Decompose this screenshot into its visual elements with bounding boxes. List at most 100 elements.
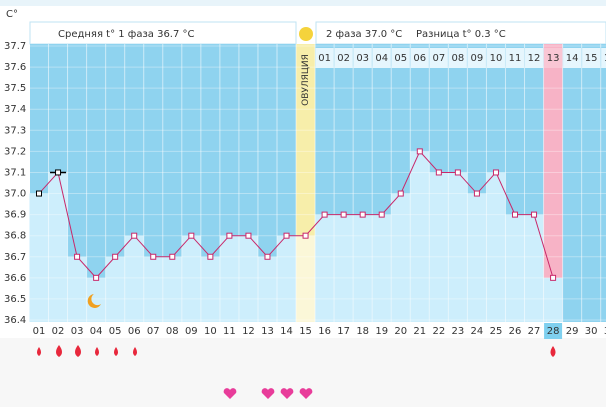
x-tick-label: 11 [223,326,236,337]
drop [95,347,99,356]
bar [162,256,182,322]
x-tick-label: 10 [204,326,217,337]
drop [550,346,556,357]
y-tick-label: 36.9 [4,210,26,221]
x-tick-label: 18 [356,326,369,337]
x-tick-label: 06 [128,326,141,337]
y-tick-label: 37.2 [4,146,26,157]
x-tick-label: 04 [90,326,103,337]
x-tick-label: 02 [52,326,65,337]
phase2-day-label: 03 [356,53,369,64]
heart [261,388,275,399]
x-tick-label: 21 [413,326,426,337]
bar [48,172,68,322]
point [245,232,252,239]
phase2-day-label: 13 [547,53,560,64]
x-tick-label: 15 [299,326,312,337]
bar [334,214,354,322]
phase2-day-label: 01 [318,53,331,64]
phase2-day-label: 07 [432,53,445,64]
point [550,274,557,281]
bar [296,235,316,322]
bar [29,193,49,322]
phase2-cell [391,48,410,68]
x-tick-label: 12 [242,326,255,337]
phase2-day-label: 02 [337,53,350,64]
point [378,211,385,218]
x-tick-label: 27 [528,326,541,337]
phase2-day-label: 15 [585,53,598,64]
point [512,211,518,218]
drop [133,347,137,356]
drop [75,345,81,357]
y-tick-label: 37.5 [4,83,26,94]
point [93,274,100,281]
bar [467,193,487,322]
today-label-box [544,323,563,339]
bar [67,256,87,322]
point [55,169,62,176]
phase2-cell [544,48,563,68]
point [531,211,538,218]
phase2-cell [525,48,544,68]
x-tick-label: 08 [166,326,179,337]
y-tick-label: 37.4 [4,104,26,115]
phase2-cell [563,48,582,68]
bar [257,256,277,322]
phase2-day-label: 04 [375,53,388,64]
x-tick-label: 01 [33,326,46,337]
y-tick-label: 36.6 [4,273,26,284]
phase1-summary: Средняя t° 1 фаза 36.7 °C [58,29,195,40]
point [283,232,290,239]
bar [238,235,258,322]
heart [299,388,313,399]
x-tick-label: 24 [471,326,484,337]
drop [56,345,62,357]
temperature-line [38,150,554,279]
point [112,253,119,260]
x-tick-label: 16 [318,326,331,337]
bar [505,214,525,322]
x-tick-label: 28 [547,326,560,337]
notes-area [0,338,606,407]
bar [124,235,144,322]
point [74,253,81,260]
x-tick-label: 13 [261,326,274,337]
hearts [223,388,313,399]
point [226,232,233,239]
phase2-day-label: 09 [471,53,484,64]
plot: 01 02 03 04 05 06 07 08 09 10 11 12 13 14 15 16 ОВУЛЯЦИЯ [29,44,606,322]
y-tick-label: 37.0 [4,189,26,200]
point [188,232,195,239]
x-tick-label: 23 [452,326,465,337]
point [321,211,328,218]
x-tick-label: 05 [109,326,122,337]
point [416,148,423,155]
phase2-day-label: 05 [394,53,407,64]
phase2-cell [486,48,505,68]
phase2-summary: 2 фаза 37.0 °C [326,29,402,40]
phase2-day-label: 12 [528,53,541,64]
phase2-cell [429,48,448,68]
bar [524,214,544,322]
phase2-day-label: 14 [566,53,579,64]
bar [429,172,449,322]
top-strip [0,0,606,6]
x-tick-label: 20 [394,326,407,337]
y-tick-label: 36.5 [4,294,26,305]
point [264,253,271,260]
point [131,232,138,239]
point [150,253,157,260]
phase2-cell [582,48,601,68]
moon-icon [87,294,101,308]
bar [105,256,125,322]
x-tick-label: 09 [185,326,198,337]
ovulation-label: ОВУЛЯЦИЯ [301,54,311,106]
phase2-day-label: 11 [509,53,522,64]
bar [219,235,239,322]
x-tick-label: 14 [280,326,293,337]
bar [486,172,506,322]
point [169,253,176,260]
y-tick-label: 36.4 [4,315,26,326]
